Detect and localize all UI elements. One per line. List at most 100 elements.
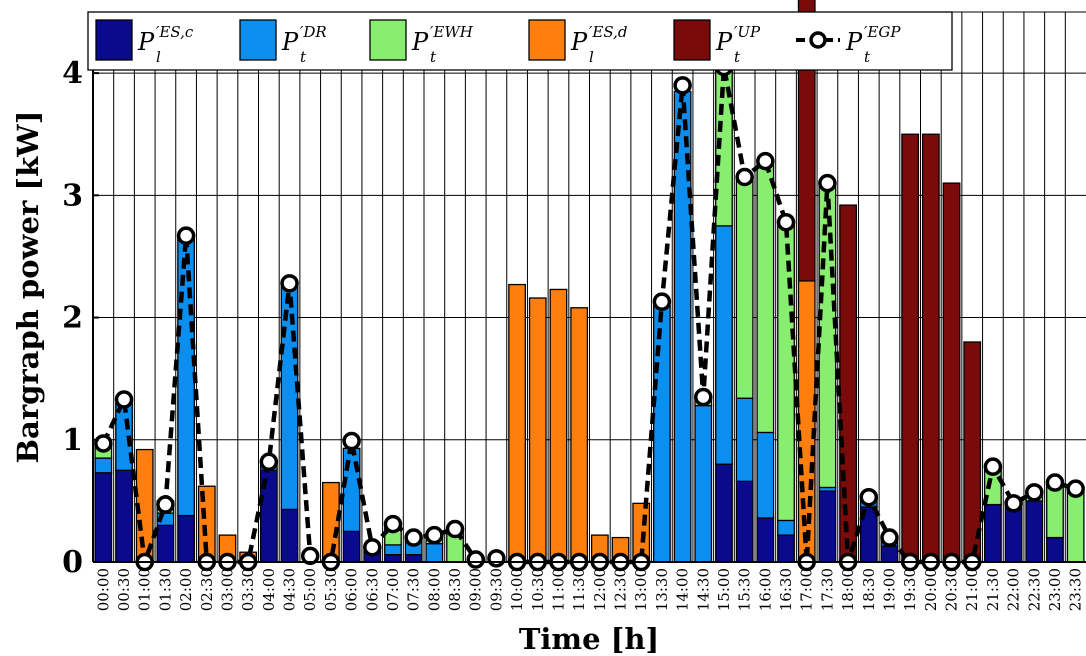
legend-box [87,11,953,71]
x-tick-label: 09:00 [467,568,485,611]
bar-es_c [342,530,361,563]
bar-dr [653,304,671,563]
x-tick-label: 12:00 [591,568,609,611]
egp-point [300,546,320,566]
x-tick-label: 11:00 [549,568,567,611]
y-tick-label: 2 [62,301,83,336]
bar-dr [177,237,195,517]
bar-dr [756,431,775,519]
bar-es_c [1025,500,1044,563]
bar-dr [777,519,795,536]
x-tick-label: 21:00 [963,568,981,611]
egp-point [1025,483,1044,502]
x-tick-label: 17:30 [818,568,836,611]
bar-es_c [94,472,113,563]
legend-label-sup-egp: ′EGP [864,23,901,41]
bar-up [839,204,857,563]
x-tick-label: 03:00 [218,568,236,611]
bar-es_c [177,514,195,563]
x-tick-label: 19:30 [901,568,919,611]
x-tick-label: 23:30 [1067,568,1085,611]
bar-up [901,133,920,563]
egp-point [466,550,485,569]
legend-label-sup-es_c: ′ES,c [156,23,194,41]
egp-point [859,487,879,507]
egp-point [280,274,299,293]
x-tick-label: 21:30 [984,568,1002,611]
legend-label-sub-es_d: l [589,48,594,66]
legend-swatch-ewh [369,19,407,61]
egp-point [259,452,279,472]
bar-es_c [984,503,1002,563]
x-tick-label: 09:30 [487,568,505,611]
bar-dr [342,447,361,533]
bar-ewh [735,176,754,399]
legend-label-sub-ewh: t [430,48,437,66]
x-tick-label: 16:30 [777,568,795,611]
egp-point [1066,479,1085,498]
x-tick-label: 22:00 [1005,568,1023,611]
x-tick-label: 06:30 [363,568,381,611]
bar-ewh [777,221,795,522]
x-tick-label: 08:00 [425,568,443,611]
bar-es_c [818,490,837,563]
bar-es_c [384,554,402,563]
y-axis-title: Bargraph power [kW] [11,111,45,464]
bar-es_c [156,524,175,563]
legend-label-egp: P [845,28,863,56]
x-tick-label: 14:30 [694,568,712,611]
x-tick-label: 00:00 [94,568,112,611]
x-tick-label: 05:00 [301,568,319,611]
legend-label-sub-dr: t [300,48,307,66]
x-tick-label: 14:00 [674,568,692,611]
legend-label-sup-dr: ′DR [300,23,327,41]
bar-es_c [777,534,795,563]
bar-es_d [570,307,589,563]
x-tick-label: 19:00 [880,568,898,611]
x-tick-label: 04:00 [260,568,278,611]
x-tick-label: 10:00 [508,568,526,611]
egp-point [818,173,837,193]
legend-label-sub-es_c: l [156,48,161,66]
legend-label-sub-egp: t [864,48,871,66]
bar-es_c [880,545,899,563]
grid [93,12,1086,562]
legend-swatch-dr [239,19,277,61]
x-tick-label: 07:00 [384,568,402,611]
x-tick-label: 11:30 [570,568,588,611]
egp-point [342,431,361,451]
legend-swatch-es_d [528,19,566,61]
bar-dr [425,543,444,563]
legend-label-sup-es_d: ′ES,d [589,23,627,41]
x-tick-label: 08:30 [446,568,464,611]
y-tick-label: 1 [62,423,83,458]
bar-es_d [508,283,526,563]
x-tick-label: 03:30 [239,568,257,611]
x-tick-label: 10:30 [529,568,547,611]
egp-point [880,528,899,547]
bar-es_c [115,469,133,563]
bar-es_c [715,463,733,563]
bar-es_c [1046,536,1064,563]
x-tick-label: 17:00 [798,568,816,611]
egp-point [776,212,796,232]
x-tick-label: 06:00 [343,568,361,611]
egp-point [487,549,506,568]
egp-point [114,390,134,409]
legend-label-dr: P [281,28,299,56]
x-axis-title: Time [h] [519,622,659,656]
bar-dr [384,544,402,556]
bar-es_d [528,297,547,563]
egp-point [1004,494,1023,513]
x-tick-label: 05:30 [322,568,340,611]
y-tick-label: 4 [62,56,83,91]
egp-point [94,434,113,453]
egp-point [1045,473,1065,492]
y-tick-label: 3 [62,178,83,213]
egp-point [363,538,382,557]
egp-point [694,387,713,407]
bar-es_c [756,517,775,563]
bar-up [942,182,961,563]
bar-ewh [1066,490,1085,563]
